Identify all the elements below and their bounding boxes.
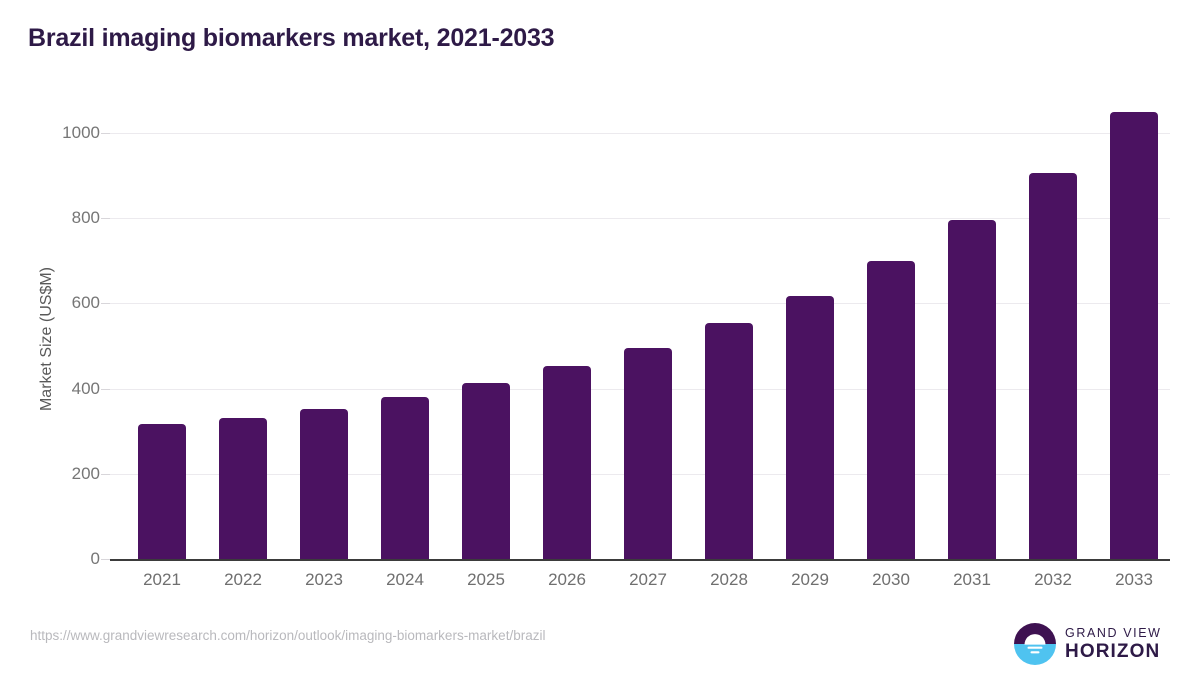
bar-2027[interactable] bbox=[624, 347, 672, 559]
gridline-600 bbox=[110, 303, 1170, 305]
x-axis-tick-2027: 2027 bbox=[629, 570, 667, 589]
page-title: Brazil imaging biomarkers market, 2021-2… bbox=[28, 24, 555, 52]
bar-2025[interactable] bbox=[462, 383, 510, 559]
y-axis-tick-labels: 0 200 400 600 800 1000 bbox=[22, 0, 100, 675]
y-tick-mark-400 bbox=[101, 388, 110, 390]
x-axis-tick-2023: 2023 bbox=[305, 570, 343, 589]
bar-2028[interactable] bbox=[705, 323, 753, 559]
x-axis-line bbox=[110, 559, 1170, 561]
gridline-1000 bbox=[110, 133, 1170, 134]
x-axis-tick-2032: 2032 bbox=[1034, 570, 1072, 589]
bar-2021[interactable] bbox=[138, 423, 186, 559]
x-axis-tick-2029: 2029 bbox=[791, 570, 829, 589]
bar-2033[interactable] bbox=[1110, 111, 1158, 559]
y-axis-tick-0: 0 bbox=[90, 549, 100, 568]
y-tick-mark-0 bbox=[101, 559, 110, 560]
gridline-800 bbox=[110, 218, 1170, 220]
bar-2022[interactable] bbox=[219, 418, 267, 559]
x-axis-tick-2031: 2031 bbox=[953, 570, 991, 589]
bar-2026[interactable] bbox=[543, 366, 591, 559]
bar-2023[interactable] bbox=[300, 409, 348, 559]
y-tick-mark-1000 bbox=[101, 133, 110, 134]
x-axis-tick-2025: 2025 bbox=[467, 570, 505, 589]
y-axis-tick-600: 600 bbox=[71, 293, 100, 313]
bar-2032[interactable] bbox=[1029, 172, 1077, 559]
x-axis-tick-2024: 2024 bbox=[386, 570, 424, 589]
bar-2031[interactable] bbox=[948, 220, 996, 559]
y-axis-tick-800: 800 bbox=[71, 208, 100, 228]
y-axis-tick-200: 200 bbox=[71, 463, 100, 483]
y-tick-mark-200 bbox=[101, 473, 110, 475]
brand-logo: GRAND VIEW HORIZON bbox=[1013, 620, 1173, 668]
y-axis-tick-1000: 1000 bbox=[62, 123, 100, 142]
brand-wordmark: GRAND VIEW HORIZON bbox=[1065, 626, 1162, 662]
x-axis-tick-2021: 2021 bbox=[143, 570, 181, 589]
brand-line-2: HORIZON bbox=[1065, 641, 1161, 662]
x-axis-tick-2030: 2030 bbox=[872, 570, 910, 589]
x-axis-tick-2026: 2026 bbox=[548, 570, 586, 589]
bar-2030[interactable] bbox=[867, 261, 915, 559]
x-axis-tick-2033: 2033 bbox=[1115, 570, 1153, 589]
brand-line-1: GRAND VIEW bbox=[1065, 626, 1162, 640]
y-tick-mark-800 bbox=[101, 218, 110, 220]
x-axis-tick-2022: 2022 bbox=[224, 570, 262, 589]
bar-2024[interactable] bbox=[381, 397, 429, 559]
y-tick-mark-600 bbox=[101, 303, 110, 305]
y-axis-tick-400: 400 bbox=[71, 378, 100, 398]
source-url[interactable]: https://www.grandviewresearch.com/horizo… bbox=[30, 628, 546, 643]
sun-over-water-circle-icon bbox=[1014, 623, 1056, 665]
x-axis-tick-2028: 2028 bbox=[710, 570, 748, 589]
bar-2029[interactable] bbox=[786, 295, 834, 559]
